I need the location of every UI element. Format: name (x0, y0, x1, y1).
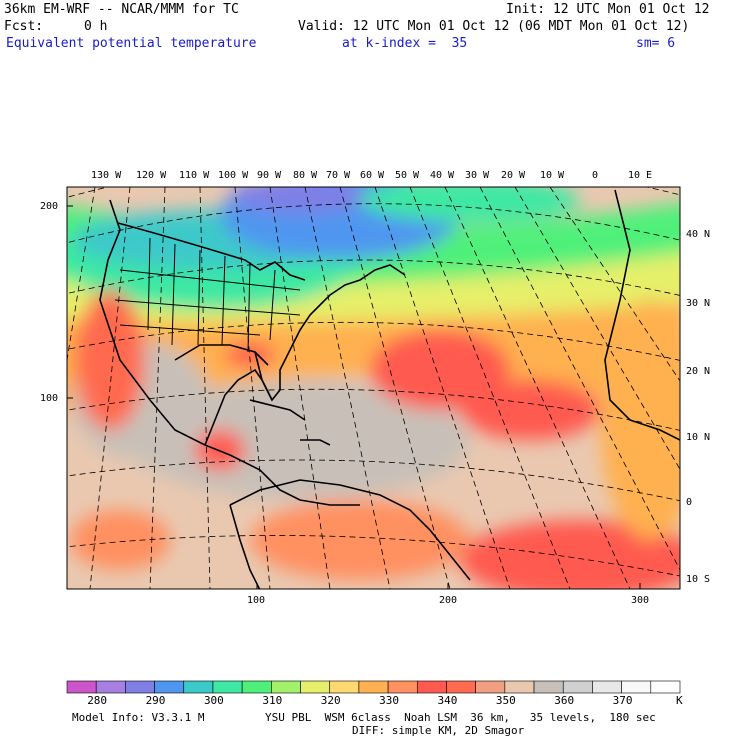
grid-y-label: 200 (40, 201, 59, 212)
colorbar-label: 330 (379, 694, 399, 707)
grid-y-label: 100 (40, 393, 59, 404)
colorbar-label: 360 (554, 694, 575, 707)
model-info: Model Info: V3.3.1 M (72, 711, 205, 724)
colorbar-swatch (183, 680, 214, 694)
lat-label: 40 N (686, 229, 711, 240)
colorbar-swatch (358, 680, 389, 694)
colorbar-swatch (387, 680, 418, 694)
lon-label: 100 W (218, 170, 249, 181)
colorbar-swatch (241, 680, 272, 694)
colorbar-swatch (300, 680, 331, 694)
colorbar (66, 680, 681, 694)
lon-label: 30 W (465, 170, 490, 181)
lon-label: 60 W (360, 170, 385, 181)
grid-x-label: 200 (439, 595, 458, 606)
colorbar-label: 350 (495, 694, 516, 707)
colorbar-swatch (416, 680, 447, 694)
colorbar-unit: K (676, 694, 683, 707)
lat-label: 10 S (686, 574, 711, 585)
colorbar-swatch (66, 680, 97, 694)
colorbar-swatch (154, 680, 185, 694)
forecast-hour: 0 h (84, 19, 108, 34)
colorbar-label: 290 (145, 694, 166, 707)
lon-label: 50 W (395, 170, 420, 181)
lon-label: 110 W (179, 170, 210, 181)
lon-label: 120 W (136, 170, 167, 181)
diffusion-info: DIFF: simple KM, 2D Smagor (352, 724, 525, 737)
colorbar-swatch (562, 680, 593, 694)
lon-label: 90 W (257, 170, 282, 181)
colorbar-swatch (329, 680, 360, 694)
lon-label: 20 W (501, 170, 526, 181)
lat-label: 30 N (686, 298, 711, 309)
physics-info: YSU PBL WSM 6class Noah LSM 36 km, 35 le… (265, 711, 656, 724)
grid-x-label: 300 (631, 595, 650, 606)
lat-label: 10 N (686, 432, 711, 443)
lon-label: 0 (592, 170, 599, 181)
lat-label: 20 N (686, 366, 711, 377)
colorbar-swatch (621, 680, 652, 694)
lon-label: 40 W (430, 170, 455, 181)
colorbar-swatch (212, 680, 243, 694)
colorbar-swatch (95, 680, 126, 694)
colorbar-swatch (271, 680, 301, 694)
lon-label: 130 W (91, 170, 122, 181)
colorbar-label: 310 (262, 694, 283, 707)
lon-label: 80 W (293, 170, 318, 181)
colorbar-label: 370 (612, 694, 633, 707)
lon-label: 10 W (540, 170, 565, 181)
colorbar-label: 320 (320, 694, 341, 707)
colorbar-label: 280 (87, 694, 108, 707)
valid-time: Valid: 12 UTC Mon 01 Oct 12 (06 MDT Mon … (298, 19, 690, 34)
colorbar-swatch (446, 680, 476, 694)
model-title: 36km EM-WRF -- NCAR/MMM for TC (4, 2, 239, 17)
colorbar-label: 300 (203, 694, 224, 707)
colorbar-swatch (504, 680, 535, 694)
lon-label: 70 W (326, 170, 351, 181)
lat-label: 0 (686, 497, 693, 508)
colorbar-swatch (650, 680, 681, 694)
colorbar-swatch (592, 680, 622, 694)
field-name: Equivalent potential temperature (6, 36, 257, 51)
k-index: at k-index = 35 (342, 36, 468, 51)
colorbar-swatch (475, 680, 506, 694)
colorbar-swatch (533, 680, 564, 694)
init-time: Init: 12 UTC Mon 01 Oct 12 (506, 2, 710, 17)
grid-x-label: 100 (247, 595, 266, 606)
lon-label: 10 E (628, 170, 653, 181)
colorbar-label: 340 (437, 694, 458, 707)
colorbar-swatch (125, 680, 155, 694)
smoothing: sm= 6 (636, 36, 676, 51)
forecast-label: Fcst: (4, 19, 44, 34)
